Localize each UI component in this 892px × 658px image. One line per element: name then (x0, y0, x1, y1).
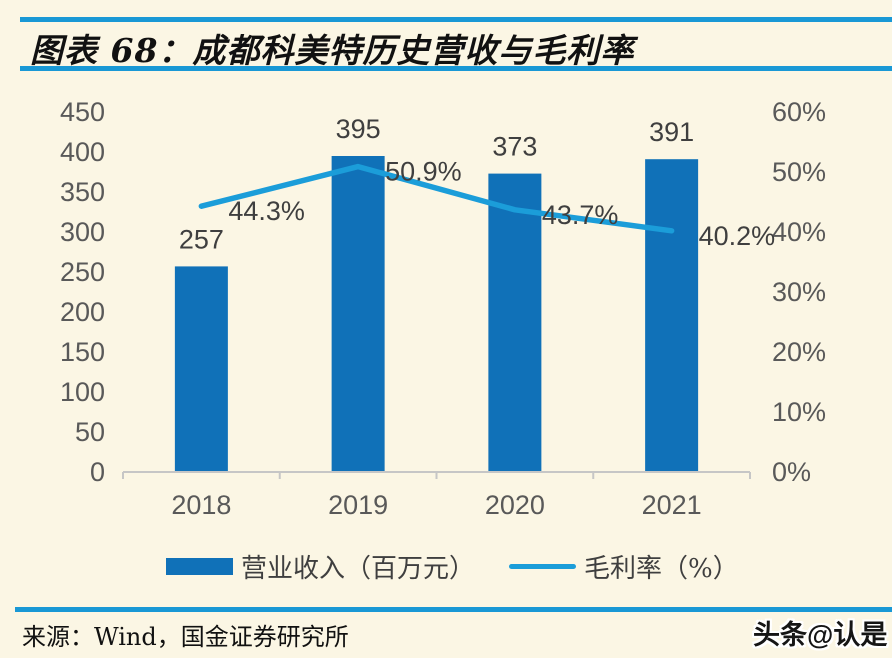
line-value-label: 40.2% (699, 221, 776, 251)
bar-value-label: 373 (492, 132, 537, 162)
right-axis-tick: 40% (772, 217, 826, 247)
legend-item-revenue: 营业收入（百万元） (166, 548, 475, 585)
left-axis-tick: 150 (60, 337, 105, 367)
x-axis-label: 2020 (485, 490, 545, 520)
legend-item-margin: 毛利率（%） (509, 548, 739, 585)
revenue-bar (645, 159, 699, 472)
right-axis-tick: 50% (772, 157, 826, 187)
chart-legend: 营业收入（百万元） 毛利率（%） (166, 553, 739, 584)
revenue-bar (174, 266, 228, 472)
left-axis-tick: 250 (60, 257, 105, 287)
revenue-bar (488, 173, 542, 472)
margin-line (198, 163, 675, 234)
line-swatch-icon (509, 563, 577, 569)
left-axis-tick: 300 (60, 217, 105, 247)
source-text: 来源：Wind，国金证券研究所 (22, 623, 349, 651)
left-axis-tick: 200 (60, 297, 105, 327)
bar-value-label: 395 (336, 114, 381, 144)
right-axis-tick: 60% (772, 97, 826, 127)
left-axis-tick: 400 (60, 137, 105, 167)
left-axis-tick: 100 (60, 377, 105, 407)
legend-label-revenue: 营业收入（百万元） (241, 553, 476, 584)
chart-svg: 0 50 100 150 200 250 300 350 400 450 0% 10% 20% 30% 40… (60, 97, 826, 520)
line-value-label: 44.3% (228, 196, 305, 226)
left-axis-tick: 450 (60, 97, 105, 127)
bottom-divider (15, 607, 892, 612)
x-axis-label: 2018 (171, 490, 231, 520)
right-axis-tick: 30% (772, 277, 826, 307)
bar-value-label: 257 (179, 224, 224, 254)
x-axis-label: 2021 (642, 490, 702, 520)
right-axis-tick: 0% (772, 457, 811, 487)
left-axis-tick: 50 (75, 417, 105, 447)
chart-title: 图表 68：成都科美特历史营收与毛利率 (30, 31, 635, 70)
title-divider (20, 66, 892, 71)
line-value-label: 43.7% (542, 200, 619, 230)
bar-value-label: 391 (649, 117, 694, 147)
line-value-label: 50.9% (385, 157, 462, 187)
right-axis-tick: 20% (772, 337, 826, 367)
right-axis-tick: 10% (772, 397, 826, 427)
legend-label-margin: 毛利率（%） (584, 553, 739, 584)
left-axis-tick: 0 (90, 457, 105, 487)
left-axis-tick: 350 (60, 177, 105, 207)
watermark-text: 头条@认是 (753, 620, 888, 650)
top-divider (20, 17, 892, 22)
revenue-bar (331, 156, 385, 472)
x-axis-label: 2019 (328, 490, 388, 520)
bar-swatch-icon (166, 557, 233, 575)
